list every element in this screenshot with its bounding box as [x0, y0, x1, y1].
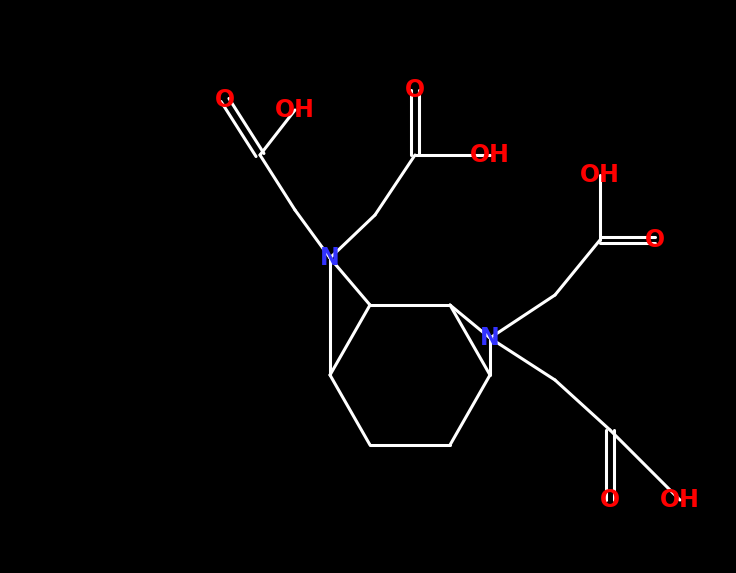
Text: O: O — [405, 78, 425, 102]
Text: OH: OH — [580, 163, 620, 187]
Text: O: O — [600, 488, 620, 512]
Text: OH: OH — [660, 488, 700, 512]
Text: N: N — [320, 246, 340, 270]
Text: N: N — [480, 326, 500, 350]
Text: O: O — [215, 88, 235, 112]
Text: OH: OH — [470, 143, 510, 167]
Text: OH: OH — [275, 98, 315, 122]
Text: O: O — [645, 228, 665, 252]
